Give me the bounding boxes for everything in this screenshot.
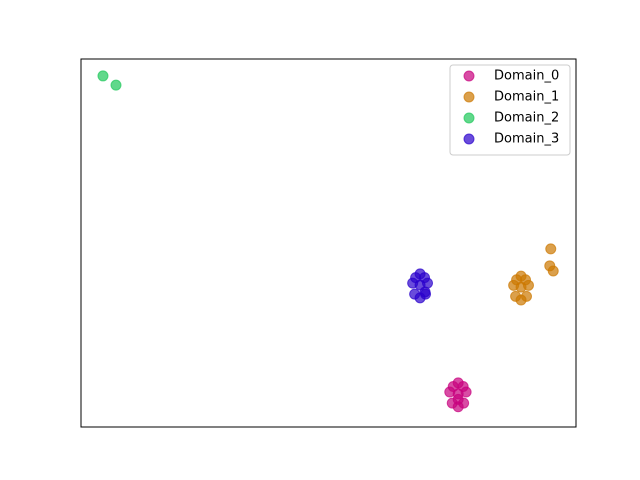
data-point <box>547 265 559 277</box>
data-point <box>447 381 459 393</box>
data-point <box>457 381 469 393</box>
data-point <box>520 274 532 286</box>
legend-label: Domain_0 <box>494 69 559 84</box>
legend: Domain_0 Domain_1 Domain_2 Domain_3 <box>449 64 571 156</box>
plot-area <box>97 70 559 413</box>
legend-box <box>449 64 571 156</box>
data-point <box>515 294 527 306</box>
legend-label: Domain_1 <box>494 90 559 105</box>
data-point <box>97 70 109 82</box>
legend-label: Domain_2 <box>494 111 559 126</box>
legend-marker <box>463 70 475 82</box>
data-point <box>452 393 464 405</box>
data-point <box>110 79 122 91</box>
data-point <box>419 272 431 284</box>
legend-marker <box>463 133 475 145</box>
legend-label: Domain_3 <box>494 132 559 147</box>
axes-frame <box>80 58 577 428</box>
data-point <box>419 286 431 298</box>
legend-marker <box>463 112 475 124</box>
legend-marker <box>463 91 475 103</box>
data-point <box>545 243 557 255</box>
